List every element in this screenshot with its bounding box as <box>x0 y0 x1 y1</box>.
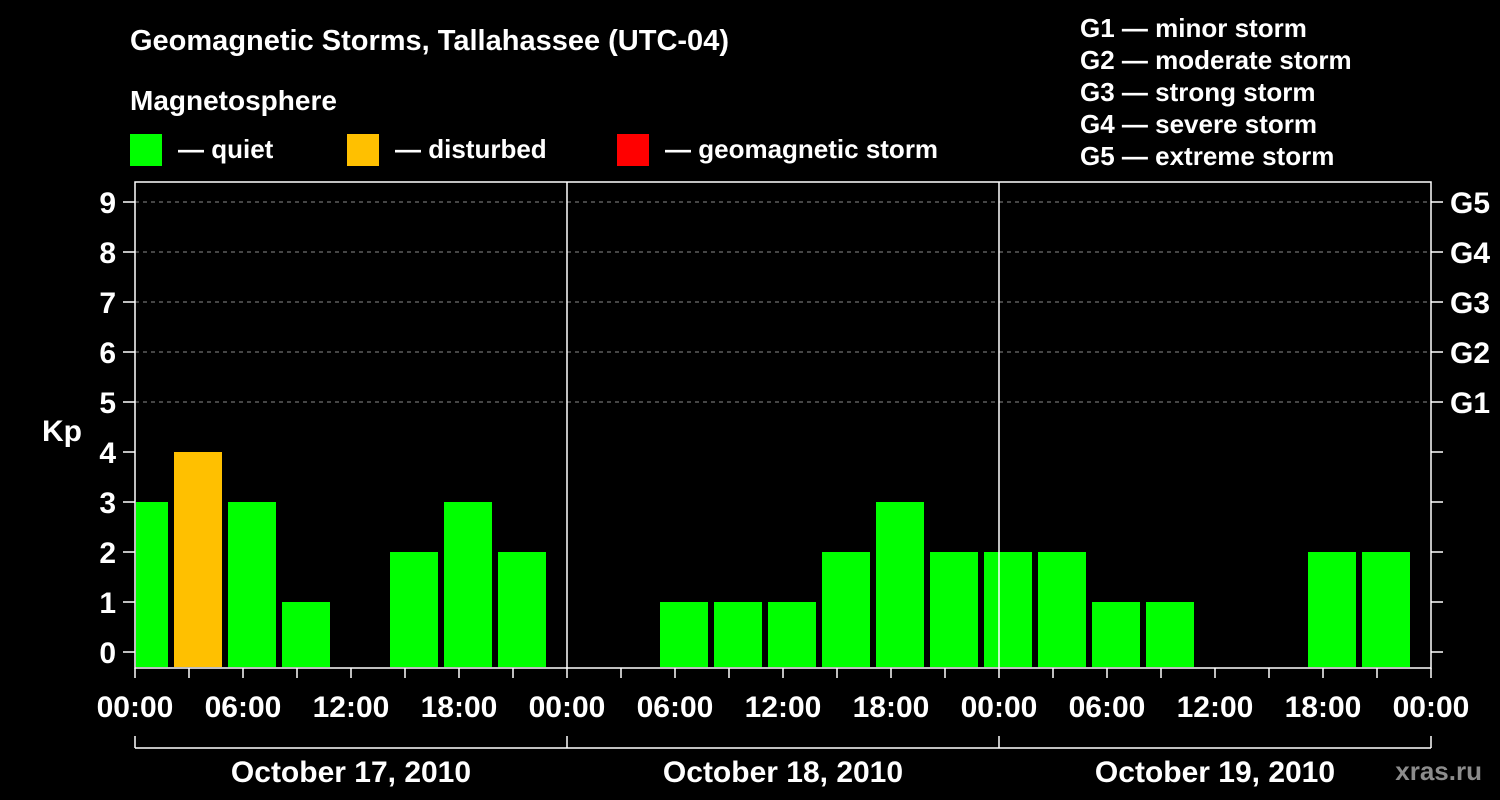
y-tick-label: 3 <box>99 487 116 520</box>
y-tick-label: 1 <box>99 587 116 620</box>
y-axis-right: G1 G2 G3 G4 G5 <box>1431 187 1490 653</box>
y-tick-label: 7 <box>99 287 116 320</box>
x-tick-label: 12:00 <box>745 691 822 724</box>
x-tick-label: 12:00 <box>313 691 390 724</box>
y-tick-label: 8 <box>99 237 116 270</box>
y-tick-label: 4 <box>99 437 116 470</box>
x-tick-label: 18:00 <box>421 691 498 724</box>
y-tick-label: 2 <box>99 537 116 570</box>
y-tick-label: 5 <box>99 387 116 420</box>
kp-bar <box>984 552 1032 667</box>
day-separators <box>566 182 1000 668</box>
kp-bar <box>228 502 276 667</box>
x-tick-label: 18:00 <box>1285 691 1362 724</box>
x-tick-label: 00:00 <box>97 691 174 724</box>
kp-bar <box>876 502 924 667</box>
x-tick-label: 00:00 <box>961 691 1038 724</box>
kp-bar <box>136 502 168 667</box>
kp-bar <box>714 602 762 667</box>
x-tick-label: 18:00 <box>853 691 930 724</box>
x-tick-label: 06:00 <box>1069 691 1146 724</box>
x-tick-label: 12:00 <box>1177 691 1254 724</box>
kp-bar <box>1038 552 1086 667</box>
storm-scale-item: G5 — extreme storm <box>1080 141 1334 171</box>
kp-bar <box>822 552 870 667</box>
kp-bar <box>1146 602 1194 667</box>
kp-bar <box>1092 602 1140 667</box>
x-tick-label: 06:00 <box>205 691 282 724</box>
storm-scale-item: G3 — strong storm <box>1080 77 1315 107</box>
y-axis-left: 0 1 2 3 4 5 6 7 8 9 <box>99 187 135 670</box>
kp-bar <box>174 452 222 667</box>
kp-bar <box>1308 552 1356 667</box>
kp-bar <box>444 502 492 667</box>
kp-bar <box>390 552 438 667</box>
y-tick-label: 6 <box>99 337 116 370</box>
kp-bar <box>930 552 978 667</box>
grid-lines <box>135 201 1431 403</box>
legend-swatch-disturbed <box>347 134 379 166</box>
x-tick-label: 06:00 <box>637 691 714 724</box>
g-scale-label: G3 <box>1450 287 1490 320</box>
day-label: October 18, 2010 <box>663 756 903 789</box>
x-tick-label: 00:00 <box>1393 691 1470 724</box>
legend-label-storm: — geomagnetic storm <box>665 134 938 164</box>
kp-bar <box>282 602 330 667</box>
legend-swatch-storm <box>617 134 649 166</box>
g-scale-label: G4 <box>1450 237 1490 270</box>
y-tick-label: 9 <box>99 187 116 220</box>
legend-label-quiet: — quiet <box>178 134 274 164</box>
day-label: October 17, 2010 <box>231 756 471 789</box>
legend: — quiet — disturbed — geomagnetic storm <box>130 134 938 166</box>
kp-bar <box>768 602 816 667</box>
storm-scale-item: G1 — minor storm <box>1080 13 1307 43</box>
g-scale-label: G1 <box>1450 387 1490 420</box>
kp-bar <box>660 602 708 667</box>
legend-label-disturbed: — disturbed <box>395 134 547 164</box>
kp-bars <box>136 452 1410 667</box>
kp-bar <box>1362 552 1410 667</box>
day-axis: October 17, 2010 October 18, 2010 October … <box>134 736 1432 789</box>
g-scale-label: G2 <box>1450 337 1490 370</box>
plot-frame <box>134 181 1432 669</box>
storm-scale-legend: G1 — minor storm G2 — moderate storm G3 … <box>1080 13 1352 171</box>
legend-swatch-quiet <box>130 134 162 166</box>
legend-heading: Magnetosphere <box>130 85 337 116</box>
day-label: October 19, 2010 <box>1095 756 1335 789</box>
y-tick-label: 0 <box>99 637 116 670</box>
watermark: xras.ru <box>1395 756 1482 786</box>
x-tick-label: 00:00 <box>529 691 606 724</box>
x-axis: 00:00 06:00 12:00 18:00 00:00 06:00 12:00 18:00… <box>97 668 1470 724</box>
storm-scale-item: G4 — severe storm <box>1080 109 1317 139</box>
kp-bar <box>498 552 546 667</box>
chart-title: Geomagnetic Storms, Tallahassee (UTC-04) <box>130 25 729 57</box>
storm-scale-item: G2 — moderate storm <box>1080 45 1352 75</box>
y-axis-label: Kp <box>42 415 82 448</box>
g-scale-label: G5 <box>1450 187 1490 220</box>
